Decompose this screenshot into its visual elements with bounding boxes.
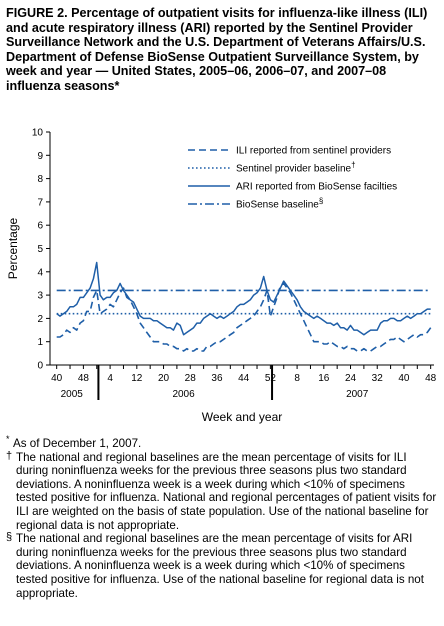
y-tick-label: 8 [37,174,43,185]
footnote-mark: † [6,449,13,462]
legend-label: BioSense baseline§ [236,197,323,211]
year-label: 2007 [346,389,369,400]
x-axis: 40 48 4 12 20 28 36 44 52 8 16 24 32 40 48 2005 2006 2007 [50,364,437,400]
x-tick-label: 28 [185,373,197,384]
footnote-dagger: † The national and regional baselines are… [6,449,438,533]
x-tick-label: 44 [238,373,250,384]
legend-label: Sentinel provider baseline† [236,161,356,175]
year-label: 2006 [172,389,195,400]
y-tick-label: 4 [37,267,43,278]
series-line-3 [56,261,431,336]
y-axis: 0 1 2 3 4 5 6 7 8 9 10 [32,128,51,372]
y-tick-label: 10 [32,128,44,139]
footnote-mark: § [6,531,13,544]
x-tick-label: 8 [294,373,300,384]
footnote-asterisk: * As of December 1, 2007. [6,434,438,451]
y-tick-label: 2 [37,314,43,325]
x-tick-label: 48 [425,373,437,384]
x-tick-label: 40 [51,373,63,384]
legend-label: ARI reported from BioSense facilties [236,182,397,193]
footnote-mark: * [6,434,10,444]
year-label: 2005 [61,389,84,400]
series-layer [56,261,432,352]
y-tick-label: 1 [37,337,43,348]
footnote-text: As of December 1, 2007. [13,437,142,450]
y-tick-label: 5 [37,244,43,255]
legend-label: ILI reported from sentinel providers [236,146,391,157]
footnote-text: The national and regional baselines are … [16,532,424,600]
y-tick-label: 9 [37,151,43,162]
y-tick-label: 3 [37,291,43,302]
footnotes: * As of December 1, 2007. † The national a… [6,434,438,600]
legend: ILI reported from sentinel providers Sent… [188,146,397,211]
x-tick-label: 48 [78,373,90,384]
x-tick-label: 12 [131,373,143,384]
x-tick-label: 20 [158,373,170,384]
x-tick-label: 52 [265,373,277,384]
x-tick-label: 16 [318,373,330,384]
x-axis-label: Week and year [202,410,283,424]
y-tick-label: 7 [37,197,43,208]
footnote-section: § The national and regional baselines are… [6,531,438,600]
y-axis-label: Percentage [6,217,20,279]
x-tick-label: 4 [107,373,113,384]
y-tick-label: 6 [37,221,43,232]
x-tick-label: 32 [372,373,384,384]
x-tick-label: 40 [398,373,410,384]
x-tick-label: 24 [345,373,357,384]
x-tick-label: 36 [211,373,223,384]
footnote-text: The national and regional baselines are … [16,450,437,532]
figure-title: FIGURE 2. Percentage of outpatient visit… [6,6,428,93]
y-tick-label: 0 [37,361,43,372]
